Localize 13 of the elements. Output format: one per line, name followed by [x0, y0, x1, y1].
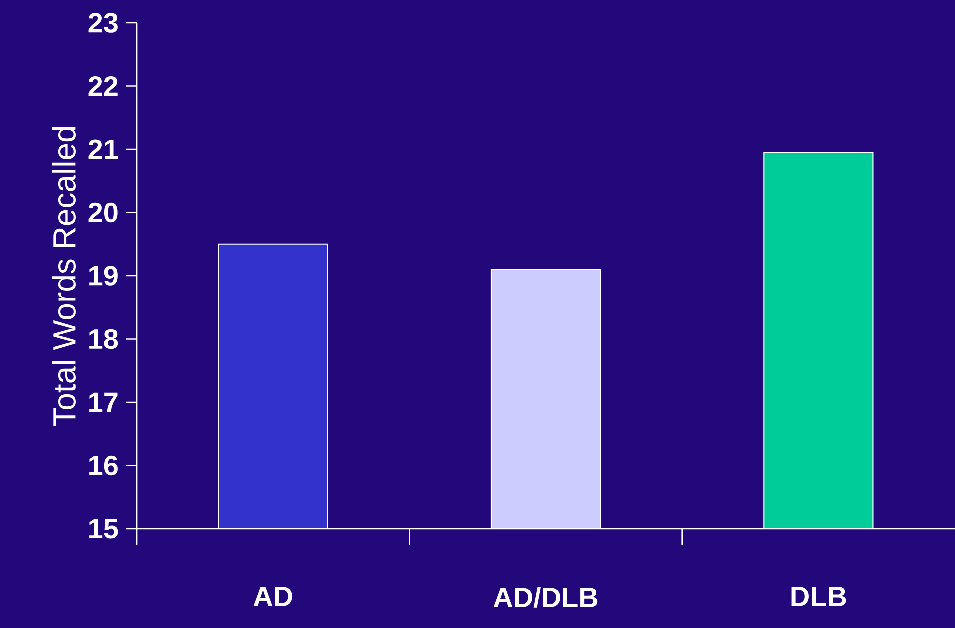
x-tick-label: DLB: [792, 587, 846, 606]
x-tick-label: AD/DLB: [494, 587, 598, 608]
y-tick-label: 21: [88, 140, 118, 160]
y-tick-label: 23: [88, 13, 118, 33]
y-tick-label: 19: [90, 266, 118, 286]
y-axis-title: Total Words Recalled: [52, 127, 76, 426]
y-tick-label: 22: [88, 76, 118, 96]
y-tick-label: 17: [90, 392, 118, 412]
y-tick-label: 18: [90, 329, 118, 350]
y-tick-label: 20: [88, 202, 118, 223]
y-tick-label: 15: [90, 519, 118, 539]
x-tick-label: AD: [254, 587, 292, 606]
y-tick-label: 16: [90, 456, 118, 476]
